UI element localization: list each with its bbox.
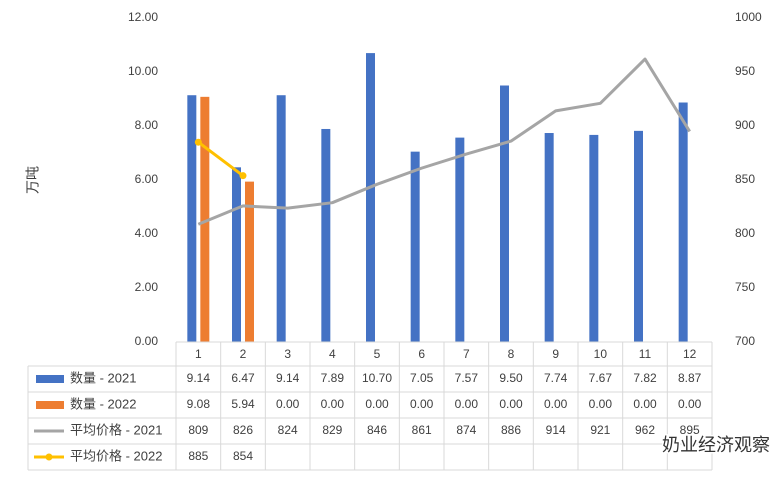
x-tick-label: 6	[418, 347, 425, 361]
table-cell: 874	[456, 423, 476, 437]
legend-swatch	[36, 375, 64, 383]
x-tick-label: 4	[329, 347, 336, 361]
line-marker	[239, 172, 247, 180]
x-tick-label: 12	[683, 347, 697, 361]
table-cell: 854	[233, 449, 253, 463]
table-cell: 0.00	[678, 397, 702, 411]
x-tick-label: 3	[284, 347, 291, 361]
table-cell: 0.00	[589, 397, 613, 411]
table-cell: 5.94	[231, 397, 255, 411]
table-cell: 846	[367, 423, 387, 437]
table-cell: 962	[635, 423, 655, 437]
x-tick-label: 2	[240, 347, 247, 361]
y2-tick-label: 800	[735, 226, 755, 240]
line-series	[197, 57, 691, 226]
bar	[366, 53, 375, 342]
x-tick-label: 8	[508, 347, 515, 361]
table-cell: 826	[233, 423, 253, 437]
bar	[455, 137, 465, 342]
table-cell: 9.08	[187, 397, 211, 411]
table-cell: 0.00	[410, 397, 434, 411]
line-marker	[194, 138, 202, 146]
table-cell: 0.00	[321, 397, 345, 411]
bar	[232, 167, 241, 342]
bar	[589, 134, 599, 342]
table-cell: 921	[590, 423, 610, 437]
legend-marker	[45, 453, 53, 461]
bar	[634, 130, 643, 342]
y-tick-label: 2.00	[135, 280, 159, 294]
table-cell: 914	[546, 423, 566, 437]
y-tick-label: 0.00	[135, 334, 159, 348]
legend-label: 平均价格 - 2021	[70, 422, 162, 437]
bar	[276, 95, 286, 342]
table-cell: 9.50	[499, 371, 523, 385]
table-cell: 0.00	[499, 397, 523, 411]
table-cell: 885	[188, 449, 208, 463]
x-tick-label: 5	[374, 347, 381, 361]
table-cell: 861	[412, 423, 432, 437]
table-cell: 0.00	[633, 397, 657, 411]
legend-label: 数量 - 2021	[70, 370, 136, 385]
bar	[245, 181, 254, 342]
watermark: 奶业经济观察	[662, 435, 770, 455]
y-axis-label: 万吨	[25, 166, 41, 194]
table-cell: 886	[501, 423, 521, 437]
y2-tick-label: 700	[735, 334, 755, 348]
y-tick-label: 6.00	[135, 172, 159, 186]
y-tick-label: 10.00	[128, 64, 158, 78]
table-cell: 0.00	[365, 397, 389, 411]
bar	[500, 85, 509, 342]
legend-label: 平均价格 - 2022	[70, 448, 162, 463]
y2-tick-label: 750	[735, 280, 755, 294]
x-tick-label: 1	[195, 347, 202, 361]
legend-swatch	[36, 401, 64, 409]
bar	[678, 102, 688, 342]
y-tick-label: 8.00	[135, 118, 159, 132]
table-cell: 895	[680, 423, 700, 437]
y2-tick-label: 950	[735, 64, 755, 78]
y-tick-label: 4.00	[135, 226, 159, 240]
x-tick-label: 11	[639, 347, 652, 361]
table-cell: 824	[278, 423, 298, 437]
table-cell: 9.14	[276, 371, 300, 385]
line-series	[197, 140, 244, 177]
table-cell: 7.74	[544, 371, 568, 385]
table-cell: 7.57	[455, 371, 479, 385]
y2-tick-label: 900	[735, 118, 755, 132]
table-cell: 7.82	[633, 371, 657, 385]
table-cell: 7.05	[410, 371, 434, 385]
bar	[544, 133, 554, 342]
x-tick-label: 9	[552, 347, 559, 361]
table-cell: 829	[322, 423, 342, 437]
y-tick-label: 12.00	[128, 10, 158, 24]
table-cell: 8.87	[678, 371, 702, 385]
x-tick-label: 7	[463, 347, 470, 361]
y2-tick-label: 850	[735, 172, 755, 186]
bar	[187, 95, 197, 342]
table-cell: 0.00	[455, 397, 479, 411]
table-cell: 7.67	[589, 371, 613, 385]
bar	[410, 151, 420, 342]
table-cell: 6.47	[231, 371, 255, 385]
y2-tick-label: 1000	[735, 10, 762, 24]
bar	[200, 96, 210, 342]
table-cell: 9.14	[187, 371, 211, 385]
legend-label: 数量 - 2022	[70, 396, 136, 411]
table-cell: 0.00	[544, 397, 568, 411]
x-tick-label: 10	[594, 347, 608, 361]
table-cell: 7.89	[321, 371, 345, 385]
bar	[321, 128, 331, 342]
table-cell: 809	[188, 423, 208, 437]
table-cell: 10.70	[362, 371, 392, 385]
table-cell: 0.00	[276, 397, 300, 411]
